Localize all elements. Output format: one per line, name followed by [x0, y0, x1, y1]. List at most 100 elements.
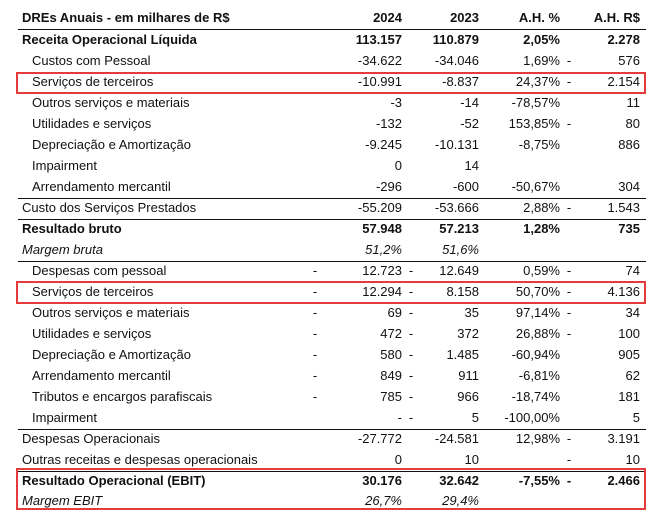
cell-ah-rs: 304: [618, 179, 640, 194]
cell-ah-rs: 3.191: [607, 431, 640, 446]
table-row: Custos com Pessoal -34.622 -34.046 1,69%…: [18, 51, 646, 72]
cell-2024: 26,7%: [365, 493, 402, 508]
cell-ah-pct: -78,57%: [511, 95, 560, 110]
cell-ah-rs: 11: [626, 95, 641, 110]
cell-ah-pct: 12,98%: [515, 431, 560, 446]
cell-2023: 372: [457, 326, 479, 341]
cell-2024: -10.991: [357, 74, 402, 89]
row-label: Receita Operacional Líquida: [22, 32, 197, 47]
cell-2023: -52: [460, 116, 479, 131]
cell-2023: -8.837: [442, 74, 479, 89]
cell-dash: -: [312, 326, 318, 341]
row-label: Margem EBIT: [22, 493, 103, 508]
row-label: Resultado bruto: [22, 221, 122, 236]
row-label: Impairment: [32, 158, 98, 173]
cell-2023: -14: [460, 95, 479, 110]
cell-dash: -: [566, 284, 572, 299]
cell-ah-pct: -50,67%: [511, 179, 560, 194]
cell-2023: 14: [464, 158, 479, 173]
cell-2023: -53.666: [434, 200, 479, 215]
cell-2024: 12.294: [362, 284, 402, 299]
cell-dash: -: [566, 326, 572, 341]
cell-dash: -: [408, 410, 414, 425]
table-row: Utilidades e serviços - 472 - 372 26,88%…: [18, 324, 646, 345]
table-row: Arrendamento mercantil - 849 - 911 -6,81…: [18, 366, 646, 387]
cell-2023: 911: [458, 368, 479, 383]
cell-2024: 12.723: [362, 263, 402, 278]
cell-dash: -: [408, 347, 414, 362]
table-row: Despesas com pessoal - 12.723 - 12.649 0…: [18, 261, 646, 282]
cell-ah-rs: 576: [618, 53, 640, 68]
row-label: Utilidades e serviços: [32, 116, 152, 131]
cell-dash: -: [312, 368, 318, 383]
cell-2024: 849: [380, 368, 402, 383]
table-row: Outras receitas e despesas operacionais …: [18, 450, 646, 472]
cell-ah-pct: 0,59%: [523, 263, 560, 278]
table-row: Arrendamento mercantil -296 -600 -50,67%…: [18, 177, 646, 199]
cell-ah-rs: 886: [618, 137, 640, 152]
cell-ah-pct: 97,14%: [515, 305, 560, 320]
table-row: Depreciação e Amortização - 580 - 1.485 …: [18, 345, 646, 366]
row-label: Depreciação e Amortização: [32, 137, 191, 152]
cell-2024: -9.245: [365, 137, 402, 152]
col-header-ah-rs: A.H. R$: [593, 10, 640, 25]
cell-2024: 580: [380, 347, 402, 362]
cell-ah-rs: 1.543: [607, 200, 640, 215]
cell-dash: -: [408, 263, 414, 278]
table-row: Serviços de terceiros -10.991 -8.837 24,…: [18, 72, 646, 93]
table-row: Despesas Operacionais -27.772 -24.581 12…: [18, 429, 646, 450]
cell-ah-pct: 50,70%: [515, 284, 560, 299]
cell-ah-rs: 100: [618, 326, 640, 341]
cell-2023: -24.581: [434, 431, 479, 446]
table-row: Receita Operacional Líquida 113.157 110.…: [18, 30, 646, 51]
cell-2023: 29,4%: [442, 493, 479, 508]
cell-2024: 57.948: [362, 221, 402, 236]
cell-ah-pct: -8,75%: [518, 137, 560, 152]
cell-2024: -27.772: [357, 431, 402, 446]
cell-2024: 51,2%: [365, 242, 402, 257]
cell-2024: 472: [380, 326, 402, 341]
cell-2023: 12.649: [439, 263, 479, 278]
cell-ah-rs: 2.466: [607, 473, 640, 488]
cell-2023: 57.213: [439, 221, 479, 236]
table-row: Depreciação e Amortização -9.245 -10.131…: [18, 135, 646, 156]
cell-dash: -: [312, 389, 318, 404]
cell-2024: -3: [390, 95, 402, 110]
cell-ah-pct: 153,85%: [508, 116, 560, 131]
cell-2023: -10.131: [434, 137, 479, 152]
cell-2024: 69: [387, 305, 402, 320]
cell-dash: -: [408, 284, 414, 299]
cell-2024: 113.157: [355, 32, 402, 47]
cell-ah-rs: 4.136: [607, 284, 640, 299]
col-header-2023: 2023: [450, 10, 479, 25]
cell-ah-pct: -7,55%: [518, 473, 560, 488]
cell-dash: -: [312, 284, 318, 299]
cell-2024: 30.176: [362, 473, 402, 488]
row-label: Serviços de terceiros: [32, 284, 154, 299]
row-label: Impairment: [32, 410, 98, 425]
row-label: Outras receitas e despesas operacionais: [22, 452, 258, 467]
cell-2023: 35: [464, 305, 479, 320]
cell-ah-pct: -100,00%: [504, 410, 560, 425]
cell-dash: -: [566, 431, 572, 446]
table-row: Resultado Operacional (EBIT) 30.176 32.6…: [18, 471, 646, 492]
cell-dash: -: [566, 452, 572, 467]
cell-2024: 785: [380, 389, 402, 404]
row-label: Serviços de terceiros: [32, 74, 154, 89]
cell-ah-rs: 2.154: [607, 74, 640, 89]
table-row: Serviços de terceiros - 12.294 - 8.158 5…: [18, 282, 646, 303]
cell-ah-pct: 2,05%: [523, 32, 560, 47]
cell-dash: -: [566, 305, 572, 320]
cell-dash: -: [408, 326, 414, 341]
table-row: Impairment - - 5 -100,00% 5: [18, 408, 646, 430]
cell-2023: -600: [452, 179, 479, 194]
table-row: Impairment 0 14: [18, 156, 646, 177]
cell-dash: -: [312, 347, 318, 362]
row-label: Tributos e encargos parafiscais: [32, 389, 213, 404]
cell-ah-rs: 34: [625, 305, 640, 320]
cell-ah-rs: 80: [625, 116, 640, 131]
row-label: Resultado Operacional (EBIT): [22, 473, 206, 488]
cell-ah-rs: 905: [618, 347, 640, 362]
table-row: Outros serviços e materiais - 69 - 35 97…: [18, 303, 646, 324]
row-label: Outros serviços e materiais: [32, 305, 190, 320]
